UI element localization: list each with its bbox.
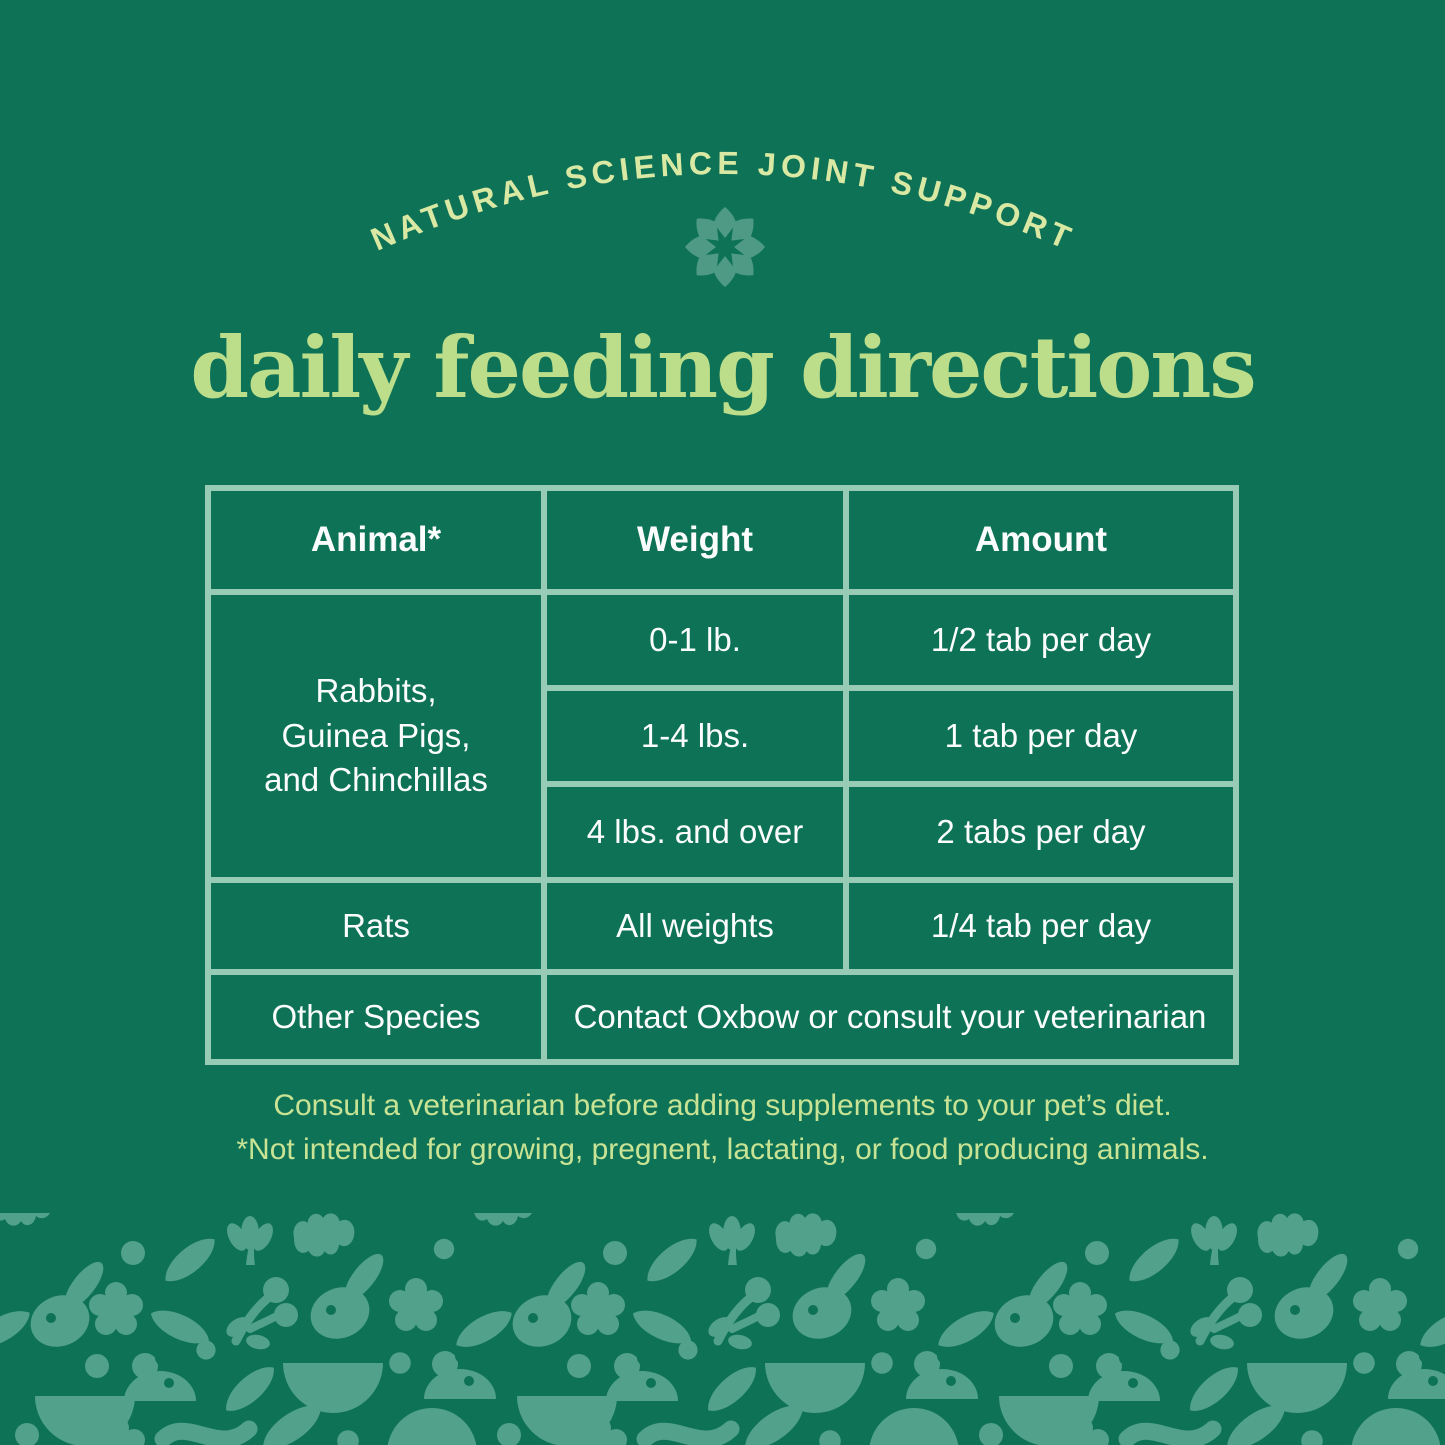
cell-contact-note: Contact Oxbow or consult your veterinari… (547, 975, 1233, 1059)
page-title: daily feeding directions (190, 318, 1256, 417)
cell-weight-1-4lbs: 1-4 lbs. (547, 691, 843, 781)
cell-weight-0-1lb: 0-1 lb. (547, 595, 843, 685)
column-header-amount: Amount (849, 491, 1233, 589)
cell-weight-all: All weights (547, 883, 843, 969)
footnote-line-1: Consult a veterinarian before adding sup… (273, 1089, 1172, 1122)
cell-amount-half-tab: 1/2 tab per day (849, 595, 1233, 685)
column-header-weight: Weight (547, 491, 843, 589)
cell-amount-1-tab: 1 tab per day (849, 691, 1233, 781)
cell-animal-rabbits-guinea-pigs-chinchillas: Rabbits, Guinea Pigs, and Chinchillas (211, 595, 541, 877)
cell-amount-2-tabs: 2 tabs per day (849, 787, 1233, 877)
rosette-flower-icon (685, 207, 765, 287)
feeding-directions-table: Animal* Weight Amount Rabbits, Guinea Pi… (205, 485, 1239, 1065)
cell-animal-other-species: Other Species (211, 975, 541, 1059)
column-header-animal: Animal* (211, 491, 541, 589)
cell-animal-rats: Rats (211, 883, 541, 969)
star-cutout (705, 227, 745, 267)
bottom-decorative-pattern (0, 1213, 1445, 1445)
footnotes: Consult a veterinarian before adding sup… (0, 1084, 1445, 1171)
cell-amount-quarter-tab: 1/4 tab per day (849, 883, 1233, 969)
footnote-line-2: *Not intended for growing, pregnent, lac… (236, 1132, 1209, 1166)
cell-weight-4lbs-over: 4 lbs. and over (547, 787, 843, 877)
